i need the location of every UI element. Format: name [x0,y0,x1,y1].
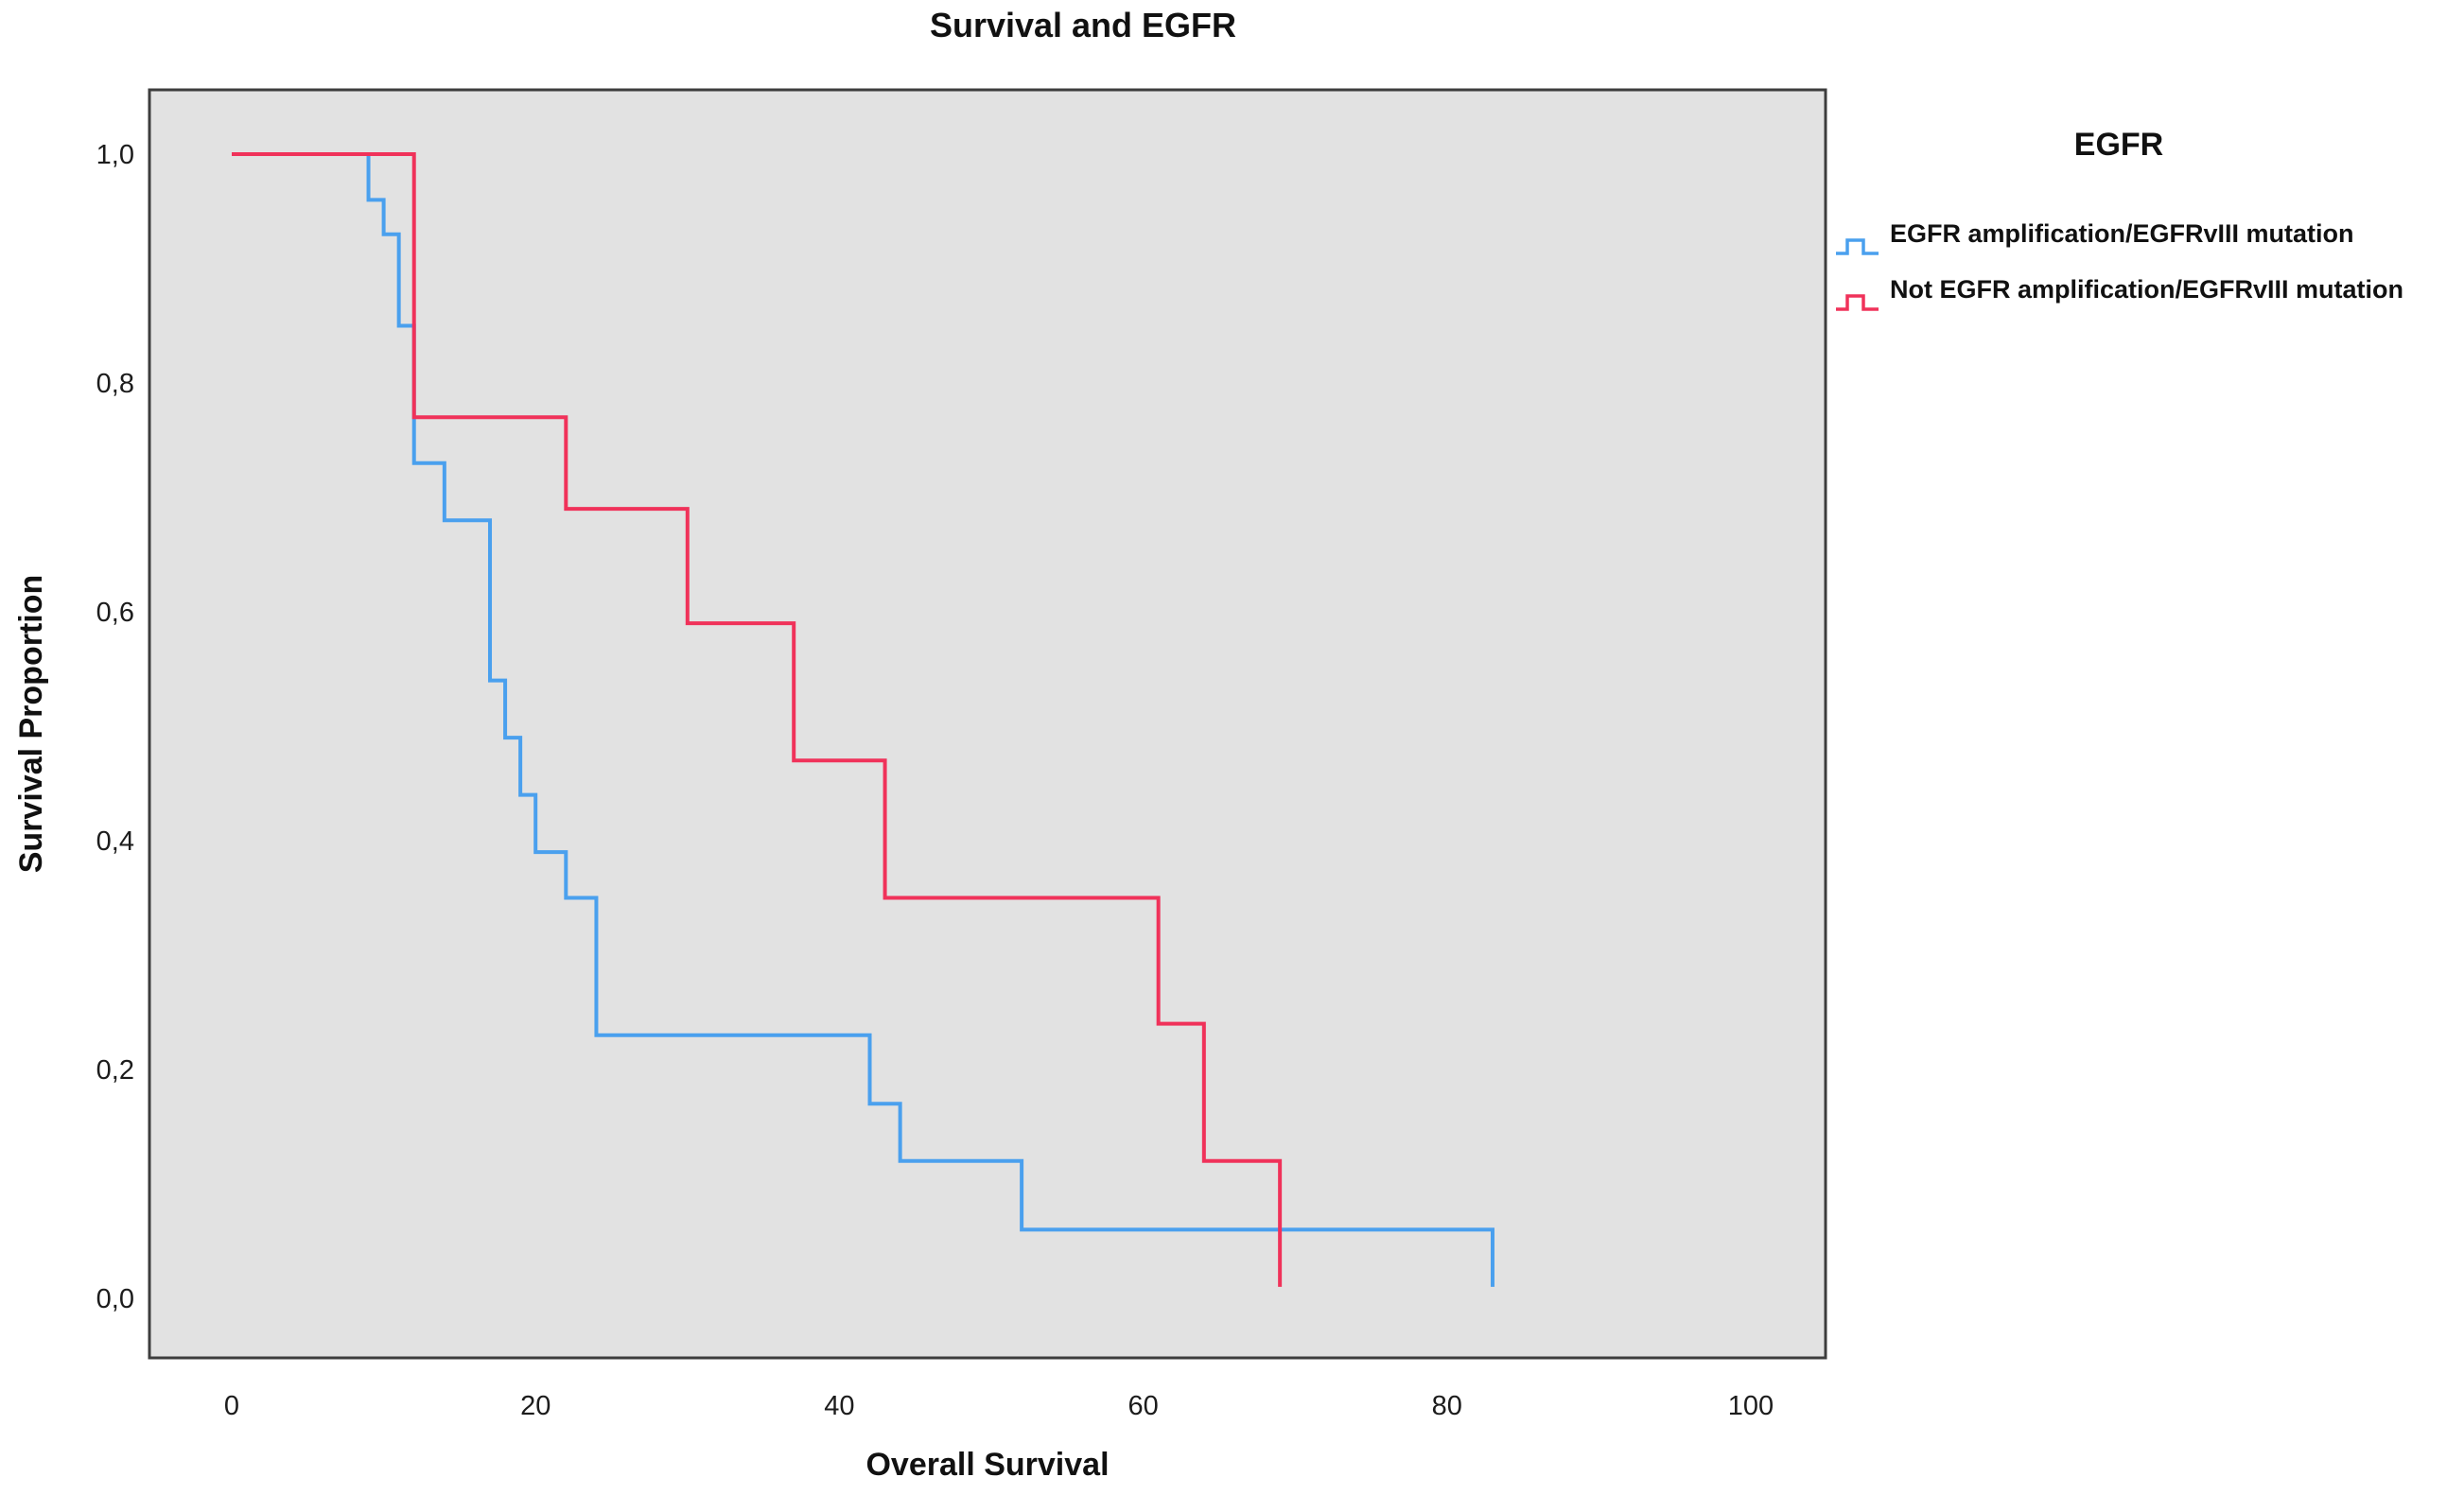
y-axis-title: Survival Proportion [13,574,49,874]
legend-entry-not-egfr-amp: Not EGFR amplification/EGFRvIII mutation [1835,274,2445,317]
x-tick-label: 0 [224,1391,239,1421]
chart-title: Survival and EGFR [929,6,1237,44]
legend-entry-label: EGFR amplification/EGFRvIII mutation [1890,219,2354,248]
x-tick-label: 100 [1728,1391,1774,1421]
legend-title: EGFR [2073,127,2164,163]
legend-entry-egfr-amp: EGFR amplification/EGFRvIII mutation [1835,218,2445,261]
km-curve-not-egfr-amp [232,152,1283,1287]
y-tick-label: 0,6 [96,598,134,628]
y-tick-label: 0,0 [96,1284,134,1314]
x-tick-label: 20 [520,1391,551,1421]
legend-entry-label: Not EGFR amplification/EGFRvIII mutation [1890,275,2404,304]
step-line-swatch-blue-icon [1836,238,1879,255]
y-tick-label: 0,2 [96,1055,134,1086]
y-tick-label: 0,4 [96,826,134,857]
x-axis-title: Overall Survival [865,1447,1110,1483]
x-tick-label: 80 [1432,1391,1462,1421]
legend: EGFR EGFR amplification/EGFRvIII mutatio… [1835,127,2445,330]
step-line-swatch-red-icon [1836,294,1879,311]
x-tick-label: 40 [824,1391,854,1421]
y-tick-label: 1,0 [96,140,134,170]
x-tick-label: 60 [1127,1391,1158,1421]
y-tick-label: 0,8 [96,369,134,399]
km-curve-egfr-amp [232,152,1494,1287]
plot-panel [148,88,1827,1360]
